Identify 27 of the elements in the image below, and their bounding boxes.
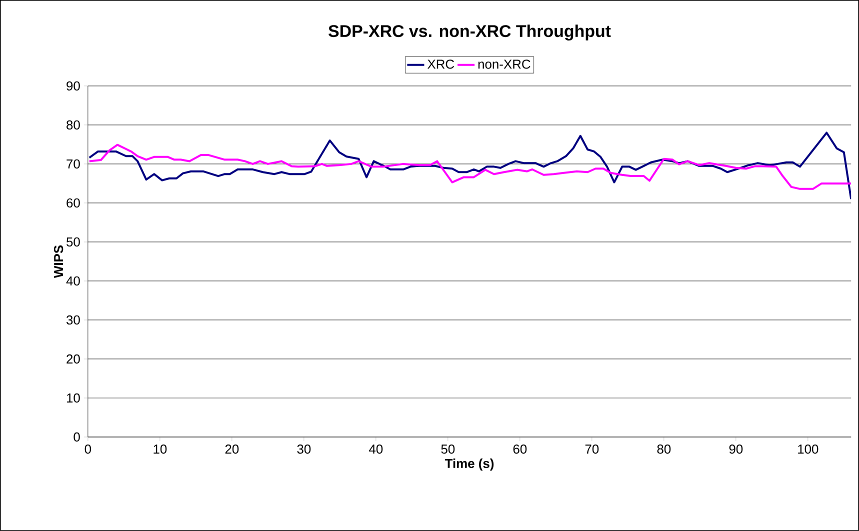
x-tick-label: 0 [84,444,92,454]
legend-label: XRC [428,60,454,69]
x-tick-label: 10 [154,444,167,454]
y-tick-label: 50 [66,237,80,247]
x-tick-label: 90 [729,444,743,454]
y-tick-label: 30 [66,315,80,325]
y-tick-label: 80 [66,120,80,130]
x-tick-label: 30 [297,444,311,454]
x-tick-label: 100 [798,444,818,454]
x-axis-title: Time (s) [444,458,494,471]
x-tick-label: 50 [441,444,455,454]
chart-title: SDP-XRC vs. non-XRC Throughput [328,24,611,41]
y-axis-title: WIPS [54,245,64,278]
y-tick-label: 60 [66,198,80,208]
line-series [88,132,852,200]
x-tick-label: 60 [513,444,527,454]
legend-label: non-XRC [478,60,530,69]
y-tick-label: 40 [66,276,80,286]
y-tick-label: 20 [66,354,80,364]
x-tick-label: 20 [225,444,239,454]
y-tick-label: 0 [74,432,80,442]
y-tick-label: 90 [66,81,80,91]
x-tick-label: 70 [585,444,599,454]
y-tick-label: 10 [66,393,80,403]
x-tick-label: 40 [369,444,383,454]
y-tick-label: 70 [66,159,80,169]
x-tick-label: 80 [657,444,671,454]
